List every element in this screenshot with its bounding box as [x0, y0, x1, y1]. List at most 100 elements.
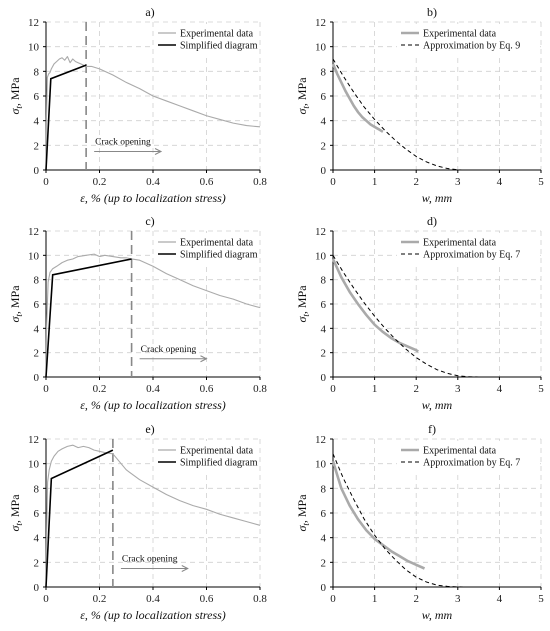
crack-opening-label: Crack opening — [95, 138, 151, 148]
legend-label: Approximation by Eq. 7 — [423, 250, 520, 261]
y-axis-label: σt, MPa — [8, 77, 24, 115]
x-tick-label: 4 — [497, 176, 503, 188]
series-line-1 — [332, 453, 469, 588]
x-tick-label: 0.2 — [93, 176, 107, 188]
x-tick-label: 0.4 — [146, 383, 160, 395]
panel-label: e) — [145, 422, 154, 436]
y-tick-label: 10 — [315, 42, 327, 54]
legend-label: Experimental data — [180, 29, 254, 40]
legend-background — [154, 24, 258, 56]
y-tick-label: 10 — [28, 42, 40, 54]
y-tick-label: 4 — [34, 323, 40, 335]
x-tick-label: 0.8 — [253, 176, 267, 188]
x-tick-label: 0.2 — [93, 383, 107, 395]
x-tick-label: 0.4 — [146, 176, 160, 188]
y-tick-label: 6 — [34, 91, 40, 103]
y-tick-label: 6 — [321, 508, 327, 520]
series-line-1 — [332, 58, 462, 171]
y-tick-label: 2 — [34, 140, 40, 152]
chart-panel-0: 0 0.2 0.4 0.6 0.8 0 2 4 6 8 10 12 ε, % (up to locali… — [8, 5, 267, 205]
x-tick-label: 0 — [330, 593, 336, 605]
y-tick-label: 2 — [321, 557, 327, 569]
panel-label: c) — [145, 214, 154, 228]
x-tick-label: 0.2 — [93, 593, 107, 605]
panel-label: d) — [427, 214, 437, 228]
series-line-0 — [45, 444, 261, 588]
x-tick-label: 2 — [413, 383, 419, 395]
series-line-0 — [45, 253, 261, 378]
series-line-0 — [45, 55, 261, 171]
series-line-1 — [45, 64, 87, 171]
y-tick-label: 0 — [321, 165, 327, 177]
legend-label: Experimental data — [180, 238, 254, 249]
y-tick-label: 8 — [321, 275, 327, 287]
y-tick-label: 8 — [34, 483, 40, 495]
y-tick-label: 8 — [321, 483, 327, 495]
x-axis-label: ε, % (up to localization stress) — [80, 191, 226, 205]
y-tick-label: 12 — [315, 434, 326, 446]
series-line-0 — [331, 460, 426, 570]
legend-background — [154, 441, 258, 473]
x-axis-label: w, mm — [422, 608, 453, 622]
x-tick-label: 0.8 — [253, 383, 267, 395]
legend-label: Simplified diagram — [180, 250, 258, 261]
x-axis-label: w, mm — [422, 398, 453, 412]
x-tick-label: 1 — [372, 176, 378, 188]
x-tick-label: 2 — [413, 593, 419, 605]
y-tick-label: 4 — [321, 533, 327, 545]
y-tick-label: 0 — [34, 582, 40, 594]
legend-label: Approximation by Eq. 7 — [423, 458, 520, 469]
x-axis-label: ε, % (up to localization stress) — [80, 398, 226, 412]
legend-background — [397, 441, 539, 473]
y-tick-label: 12 — [28, 434, 39, 446]
y-axis-label: σt, MPa — [8, 494, 24, 532]
chart-panel-2: 0 0.2 0.4 0.6 0.8 0 2 4 6 8 10 12 ε, % (up to locali… — [8, 214, 267, 412]
x-axis-label: w, mm — [422, 191, 453, 205]
series-line-0 — [331, 63, 384, 133]
legend-label: Experimental data — [423, 29, 497, 40]
legend-label: Experimental data — [423, 238, 497, 249]
y-tick-label: 2 — [321, 140, 327, 152]
y-tick-label: 8 — [34, 66, 40, 78]
y-tick-label: 8 — [321, 66, 327, 78]
y-tick-label: 6 — [321, 91, 327, 103]
y-tick-label: 4 — [34, 116, 40, 128]
y-tick-label: 4 — [34, 533, 40, 545]
x-tick-label: 1 — [372, 383, 378, 395]
x-tick-label: 3 — [455, 176, 461, 188]
panel-label: b) — [427, 5, 437, 19]
x-tick-label: 2 — [413, 176, 419, 188]
x-tick-label: 3 — [455, 383, 461, 395]
y-tick-label: 0 — [34, 372, 40, 384]
y-tick-label: 8 — [34, 275, 40, 287]
y-tick-label: 0 — [321, 372, 327, 384]
series-line-1 — [45, 258, 132, 378]
panel-label: a) — [145, 5, 154, 19]
legend-label: Simplified diagram — [180, 458, 258, 469]
legend-label: Experimental data — [423, 446, 497, 457]
y-tick-label: 10 — [28, 459, 40, 471]
series-line-0 — [331, 258, 419, 353]
y-tick-label: 2 — [34, 348, 40, 360]
legend-label: Experimental data — [180, 446, 254, 457]
y-tick-label: 4 — [321, 116, 327, 128]
x-tick-label: 5 — [538, 176, 544, 188]
legend-background — [397, 24, 539, 56]
x-tick-label: 0 — [330, 383, 336, 395]
y-tick-label: 12 — [315, 226, 326, 238]
x-tick-label: 0.8 — [253, 593, 267, 605]
series-line-1 — [332, 255, 479, 378]
y-tick-label: 6 — [34, 508, 40, 520]
crack-opening-label: Crack opening — [141, 345, 197, 355]
x-tick-label: 5 — [538, 383, 544, 395]
y-tick-label: 12 — [28, 226, 39, 238]
x-tick-label: 3 — [455, 593, 461, 605]
